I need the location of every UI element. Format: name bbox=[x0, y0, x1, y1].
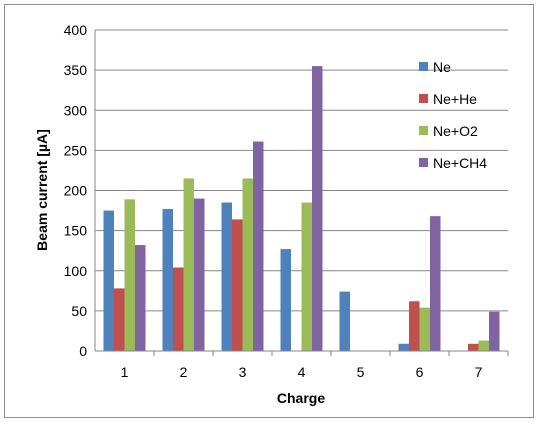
x-tick-label: 7 bbox=[475, 364, 483, 380]
x-tick-labels: 1 2 3 4 5 6 7 bbox=[121, 364, 483, 380]
bar-ne-ch4-6 bbox=[430, 216, 441, 351]
legend-item: Ne+O2 bbox=[419, 123, 478, 139]
bar-ne-o2-3 bbox=[242, 178, 253, 351]
bar-ne-o2-1 bbox=[124, 199, 135, 351]
bar-ne-1 bbox=[103, 210, 114, 351]
x-axis-title: Charge bbox=[277, 390, 325, 406]
y-axis-title: Beam current [µA] bbox=[34, 129, 50, 251]
y-tick-label: 250 bbox=[64, 142, 88, 158]
legend-swatch bbox=[419, 94, 428, 103]
bar-ne-ch4-3 bbox=[253, 141, 264, 351]
legend: Ne Ne+He Ne+O2 Ne+CH4 bbox=[419, 59, 487, 171]
bar-ne-4 bbox=[280, 249, 291, 351]
y-tick-label: 400 bbox=[64, 22, 88, 38]
bar-ne-o2-7 bbox=[478, 340, 489, 351]
legend-label: Ne+O2 bbox=[433, 123, 478, 139]
y-tick-label: 0 bbox=[79, 343, 87, 359]
bar-ne-ch4-4 bbox=[312, 66, 323, 352]
y-tick-label: 100 bbox=[64, 263, 88, 279]
bar-ne-ch4-2 bbox=[194, 198, 205, 351]
bar-ne-he-6 bbox=[409, 301, 420, 351]
chart-area bbox=[4, 4, 534, 418]
y-tick-label: 200 bbox=[64, 183, 88, 199]
bar-ne-6 bbox=[398, 343, 409, 351]
x-tick-label: 3 bbox=[239, 364, 247, 380]
bars bbox=[103, 66, 500, 352]
y-tick-label: 50 bbox=[71, 303, 87, 319]
bar-ne-o2-6 bbox=[419, 307, 430, 351]
bar-ne-he-7 bbox=[468, 343, 479, 351]
bar-ne-he-3 bbox=[232, 219, 243, 351]
legend-label: Ne+He bbox=[433, 91, 477, 107]
legend-item: Ne+CH4 bbox=[419, 155, 487, 171]
legend-label: Ne+CH4 bbox=[433, 155, 487, 171]
y-tick-label: 150 bbox=[64, 223, 88, 239]
y-tick-labels: 0 50 100 150 200 250 300 350 400 bbox=[64, 22, 88, 359]
x-tick-label: 1 bbox=[121, 364, 129, 380]
bar-ne-o2-2 bbox=[183, 178, 194, 351]
bar-ne-2 bbox=[162, 208, 173, 351]
legend-swatch bbox=[419, 126, 428, 135]
axes bbox=[94, 30, 509, 356]
x-tick-label: 4 bbox=[298, 364, 306, 380]
y-tick-label: 350 bbox=[64, 62, 88, 78]
legend-label: Ne bbox=[433, 59, 451, 75]
bar-ne-3 bbox=[221, 202, 232, 351]
legend-item: Ne+He bbox=[419, 91, 477, 107]
bar-ne-ch4-1 bbox=[135, 245, 146, 351]
x-tick-label: 6 bbox=[416, 364, 424, 380]
legend-swatch bbox=[419, 158, 428, 167]
legend-swatch bbox=[419, 62, 428, 71]
x-tick-label: 5 bbox=[357, 364, 365, 380]
legend-item: Ne bbox=[419, 59, 451, 75]
bar-ne-o2-4 bbox=[301, 202, 312, 351]
x-tick-label: 2 bbox=[180, 364, 188, 380]
bar-ne-he-2 bbox=[173, 267, 184, 351]
bar-ne-5 bbox=[339, 291, 350, 351]
bar-ne-ch4-7 bbox=[489, 311, 500, 351]
y-tick-label: 300 bbox=[64, 102, 88, 118]
bar-ne-he-1 bbox=[114, 288, 125, 351]
